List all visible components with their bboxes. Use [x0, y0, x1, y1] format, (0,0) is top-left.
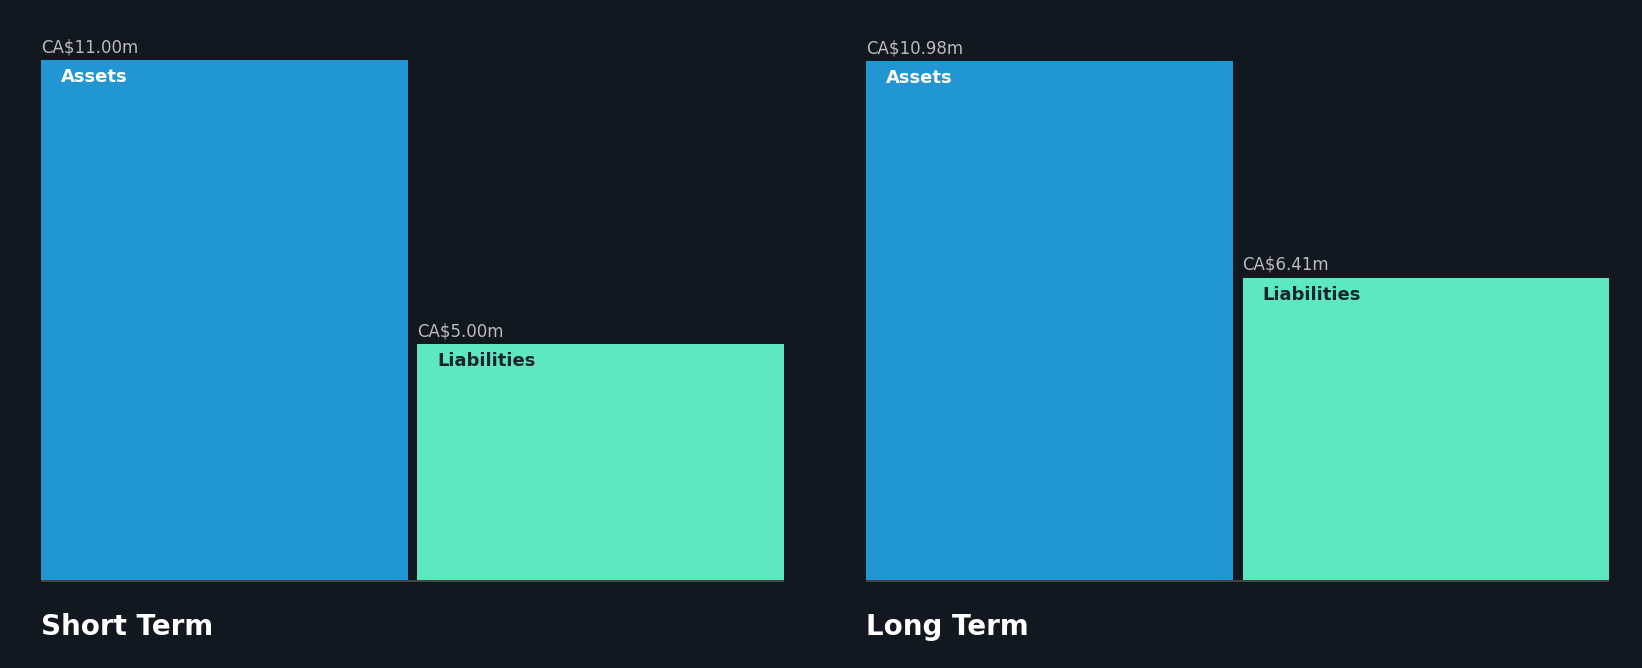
Text: Long Term: Long Term: [867, 613, 1030, 641]
Text: Assets: Assets: [61, 68, 128, 86]
Bar: [867, 580, 1609, 582]
Text: CA$5.00m: CA$5.00m: [417, 323, 504, 340]
Text: CA$6.41m: CA$6.41m: [1243, 256, 1330, 273]
Text: Liabilities: Liabilities: [1263, 285, 1361, 303]
Text: Liabilities: Liabilities: [437, 352, 535, 370]
Bar: [41, 60, 407, 581]
Text: CA$11.00m: CA$11.00m: [41, 38, 138, 56]
Text: CA$10.98m: CA$10.98m: [867, 39, 964, 57]
Bar: [867, 61, 1233, 581]
Bar: [1243, 277, 1609, 581]
Text: Short Term: Short Term: [41, 613, 213, 641]
Text: Assets: Assets: [887, 69, 952, 87]
Bar: [41, 580, 785, 582]
Bar: [417, 344, 783, 581]
